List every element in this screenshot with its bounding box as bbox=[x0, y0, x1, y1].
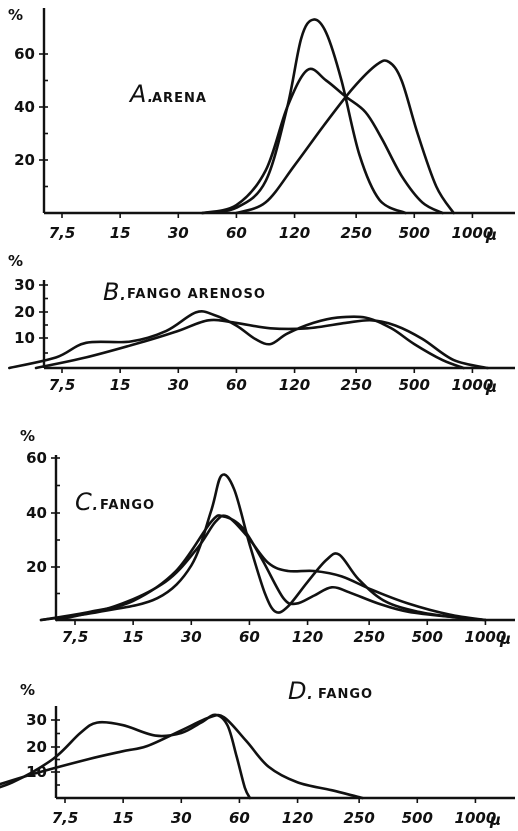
y-tick-label: 30 bbox=[14, 276, 35, 294]
series-curve-2 bbox=[34, 318, 489, 370]
y-tick-label: 20 bbox=[26, 558, 47, 576]
x-tick-label: 500 bbox=[402, 809, 433, 827]
x-tick-label: 15 bbox=[110, 224, 131, 242]
y-tick-label: 60 bbox=[14, 45, 35, 63]
x-unit-label: μ bbox=[485, 226, 497, 244]
x-tick-label: 60 bbox=[239, 628, 260, 646]
y-axis-label: % bbox=[20, 427, 35, 445]
y-tick-label: 30 bbox=[26, 711, 47, 729]
x-unit-label: μ bbox=[499, 630, 511, 648]
x-tick-label: 120 bbox=[279, 376, 310, 394]
panel-letter: D. bbox=[288, 677, 314, 705]
x-tick-label: 7,5 bbox=[49, 224, 76, 242]
series-curve-2 bbox=[39, 514, 487, 622]
panel-title: ARENA bbox=[152, 91, 207, 106]
x-tick-label: 120 bbox=[282, 809, 313, 827]
x-tick-label: 30 bbox=[168, 224, 189, 242]
y-axis-label: % bbox=[8, 6, 23, 24]
x-tick-label: 60 bbox=[226, 376, 247, 394]
series-curve-3 bbox=[55, 514, 487, 622]
x-tick-label: 1000 bbox=[455, 809, 497, 827]
x-tick-label: 250 bbox=[340, 376, 371, 394]
x-tick-label: 500 bbox=[412, 628, 443, 646]
x-tick-label: 15 bbox=[110, 376, 131, 394]
panel-letter: B. bbox=[103, 278, 127, 306]
panel-letter: C. bbox=[75, 488, 99, 516]
x-tick-label: 7,5 bbox=[49, 376, 76, 394]
series-curve-1 bbox=[8, 310, 465, 370]
x-tick-label: 1000 bbox=[465, 628, 507, 646]
x-unit-label: μ bbox=[489, 811, 501, 829]
panel-title: FANGO ARENOSO bbox=[127, 287, 266, 302]
x-tick-label: 120 bbox=[279, 224, 310, 242]
series-curve-2 bbox=[0, 713, 364, 800]
x-tick-label: 500 bbox=[399, 376, 430, 394]
x-tick-label: 250 bbox=[343, 809, 374, 827]
x-tick-label: 7,5 bbox=[52, 809, 79, 827]
series-curve-3 bbox=[235, 59, 455, 215]
y-axis-label: % bbox=[8, 252, 23, 270]
x-tick-label: 7,5 bbox=[62, 628, 89, 646]
y-tick-label: 10 bbox=[14, 329, 35, 347]
x-tick-label: 30 bbox=[171, 809, 192, 827]
y-tick-label: 20 bbox=[14, 151, 35, 169]
x-tick-label: 15 bbox=[123, 628, 144, 646]
x-tick-label: 1000 bbox=[452, 224, 494, 242]
x-tick-label: 30 bbox=[168, 376, 189, 394]
panel-title: FANGO bbox=[318, 687, 373, 702]
panel-title: FANGO bbox=[100, 498, 155, 513]
x-tick-label: 1000 bbox=[452, 376, 494, 394]
y-tick-label: 60 bbox=[26, 449, 47, 467]
series-curve-1 bbox=[201, 18, 407, 215]
x-tick-label: 500 bbox=[399, 224, 430, 242]
y-tick-label: 20 bbox=[26, 738, 47, 756]
x-tick-label: 250 bbox=[340, 224, 371, 242]
x-tick-label: 60 bbox=[229, 809, 250, 827]
y-tick-label: 40 bbox=[26, 504, 47, 522]
series-curve-1 bbox=[39, 473, 487, 622]
x-tick-label: 15 bbox=[113, 809, 134, 827]
y-axis-label: % bbox=[20, 681, 35, 699]
x-tick-label: 30 bbox=[181, 628, 202, 646]
y-tick-label: 40 bbox=[14, 98, 35, 116]
x-tick-label: 120 bbox=[292, 628, 323, 646]
series-curve-2 bbox=[201, 67, 444, 215]
y-tick-label: 20 bbox=[14, 303, 35, 321]
x-tick-label: 60 bbox=[226, 224, 247, 242]
x-unit-label: μ bbox=[485, 378, 497, 396]
x-tick-label: 250 bbox=[353, 628, 384, 646]
panel-letter: A. bbox=[128, 80, 155, 108]
